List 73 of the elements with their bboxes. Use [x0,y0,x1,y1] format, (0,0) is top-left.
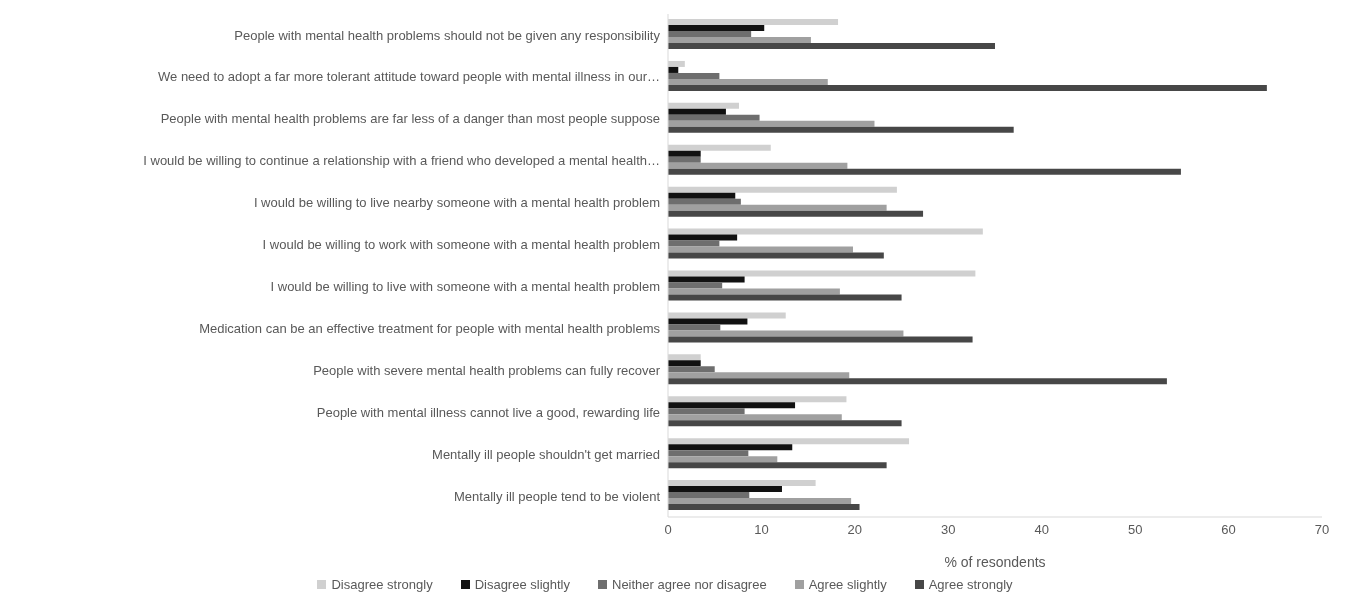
bar [668,240,720,247]
bar [668,450,749,457]
y-tick-label: We need to adopt a far more tolerant attitude toward people with mental illness in our… [158,69,660,85]
bar [668,504,860,511]
bar [668,108,726,115]
bar [668,282,723,289]
y-tick-label: People with mental health problems should not be given any responsibility [234,27,661,43]
bar [668,72,720,79]
y-tick-label: I would be willing to live nearby someone with a mental health problem [253,195,660,211]
bar [668,43,995,50]
bar [668,37,811,44]
bar [668,330,904,337]
bar [668,462,887,469]
y-tick-label: People with severe mental health problems can fully recover [313,362,661,378]
legend-label: Disagree strongly [331,577,433,592]
bar [668,210,924,217]
bar [668,486,782,493]
bar [668,294,902,301]
bar [668,78,828,85]
x-tick-label: 0 [664,522,672,538]
bar [668,420,902,427]
legend-label: Agree strongly [928,577,1013,592]
bar [668,25,765,32]
bar [668,246,853,253]
bar [668,318,748,325]
bar [668,198,741,205]
x-tick-label: 60 [1221,522,1236,538]
bar [668,192,736,199]
bar [668,126,1014,133]
bar [668,456,778,463]
bar [668,288,840,295]
x-tick-label: 10 [754,522,769,538]
y-tick-label: Medication can be an effective treatment for people with mental health problems [199,320,661,336]
bar [668,156,701,163]
y-tick-label: People with mental health problems are far less of a danger than most people suppose [160,111,660,127]
bar [668,276,745,283]
bar [668,366,715,373]
legend-label: Disagree slightly [474,577,570,592]
bar [668,162,848,169]
y-tick-label: I would be willing to live with someone with a mental health problem [270,279,660,295]
bar [668,402,796,409]
bar [668,204,887,211]
y-tick-label: People with mental illness cannot live a good, rewarding life [316,404,660,420]
x-tick-label: 70 [1314,522,1330,538]
bar [668,408,745,415]
legend-label: Agree slightly [808,577,887,592]
bar [668,234,738,241]
bar [668,372,850,379]
bar [668,360,701,367]
bar [668,444,793,451]
bar [668,120,875,127]
bar [668,378,1167,385]
y-tick-label: I would be willing to continue a relationship with a friend who developed a mental health… [143,153,660,169]
y-tick-label: Mentally ill people shouldn't get married [432,446,660,462]
bar [668,252,884,259]
x-tick-label: 20 [847,522,863,538]
bar [668,31,752,38]
bar [668,84,1267,91]
bar [668,150,701,157]
bar [668,324,721,331]
bar [668,114,760,121]
bar [668,336,973,343]
bar [668,498,852,505]
bar [668,492,750,499]
x-tick-label: 40 [1034,522,1049,538]
x-tick-label: 50 [1127,522,1143,538]
y-tick-label: I would be willing to work with someone with a mental health problem [262,237,660,253]
bar [668,414,842,421]
bar [668,168,1181,175]
legend-label: Neither agree nor disagree [612,577,767,592]
x-axis-title: % of resondents [944,554,1046,570]
x-tick-label: 30 [941,522,956,538]
y-tick-label: Mentally ill people tend to be violent [454,488,661,504]
